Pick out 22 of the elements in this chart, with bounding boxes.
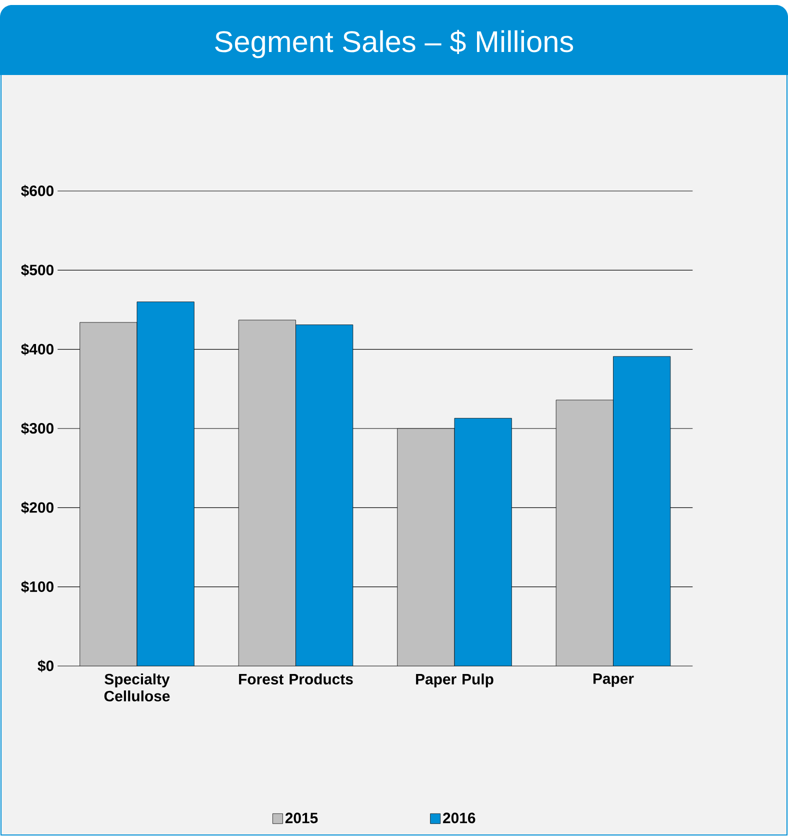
bar [238,320,296,666]
x-tick-label: Paper Pulp [416,674,494,688]
bar [454,418,512,666]
bar [397,428,455,666]
x-tick-label: Specialty Cellulose [104,674,170,702]
x-tick-label: Paper [593,674,634,687]
y-tick-label: $400 [21,343,54,356]
bar [296,324,354,666]
y-tick-label: $500 [21,264,54,276]
chart-title: Segment Sales – $ Millions [215,30,574,58]
legend-label: 2016 [443,812,476,824]
y-tick-label: $600 [21,184,54,198]
bar [80,322,138,666]
legend-label: 2015 [285,812,318,824]
bar [556,400,614,666]
bar [613,356,671,666]
y-tick-label: $0 [38,660,54,672]
y-tick-label: $100 [21,580,54,593]
y-tick-label: $300 [21,422,54,435]
bar [136,302,194,666]
x-tick-label: Forest Products [239,674,353,684]
y-tick-label: $200 [21,502,54,514]
